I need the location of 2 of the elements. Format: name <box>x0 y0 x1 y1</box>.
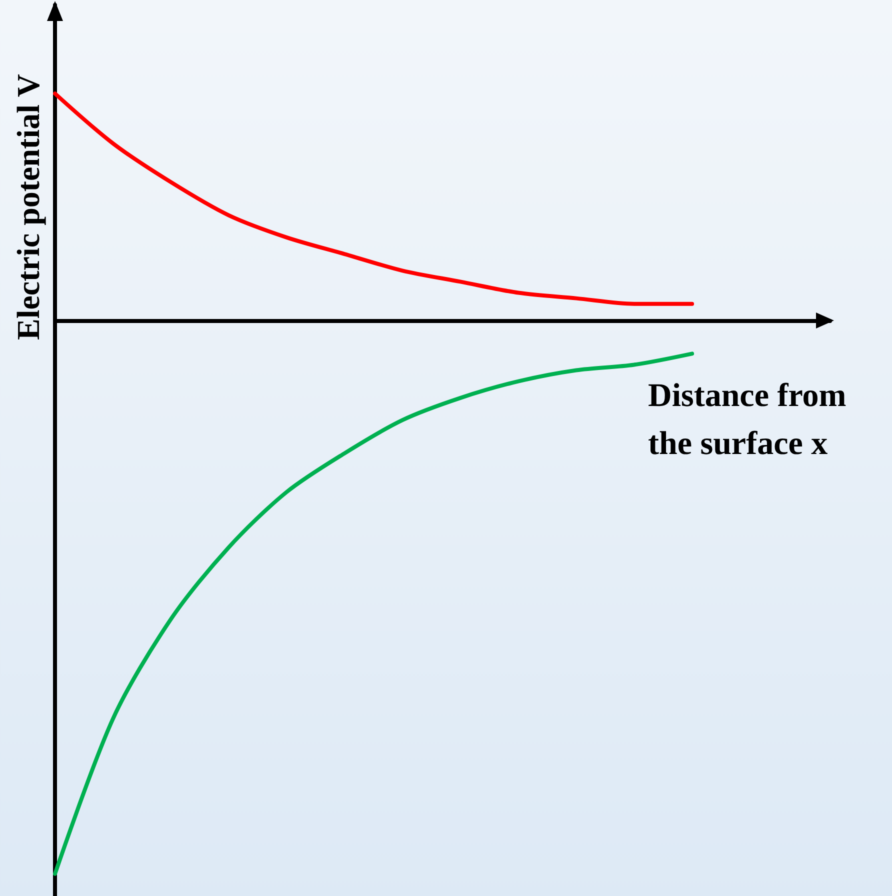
x-axis-title: Distance from the surface x <box>648 378 855 462</box>
y-axis-title: Electric potential V <box>10 74 46 340</box>
